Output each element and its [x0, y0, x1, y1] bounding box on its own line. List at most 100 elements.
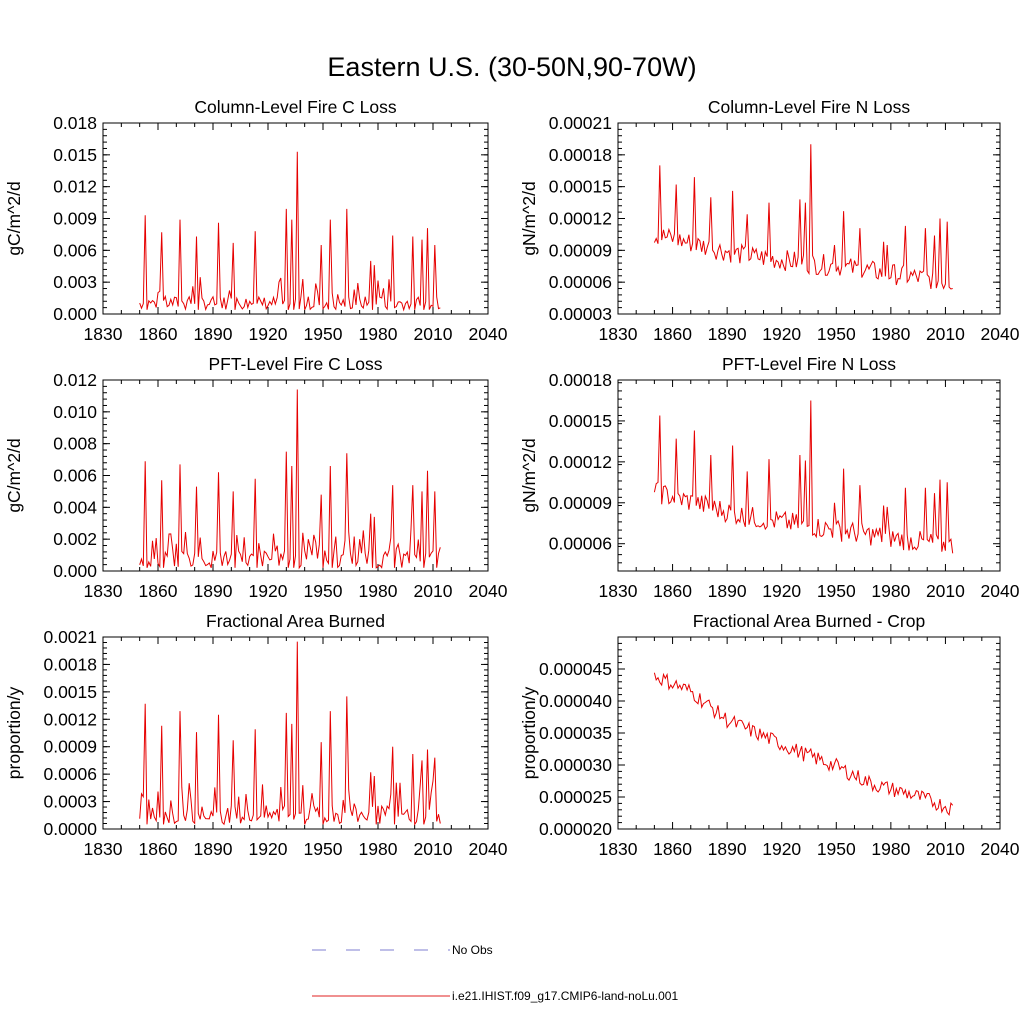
y-tick-label: 0.0015 — [43, 682, 97, 702]
x-tick-label: 2040 — [469, 839, 508, 859]
x-tick-label: 1860 — [653, 581, 692, 601]
legend: No Obs i.e21.IHIST.f09_g17.CMIP6-land-no… — [312, 943, 678, 1003]
x-tick-label: 2010 — [926, 324, 965, 344]
y-tick-label: 0.00012 — [549, 209, 612, 229]
x-tick-label: 1860 — [139, 839, 178, 859]
y-tick-label: 0.018 — [53, 113, 97, 133]
y-tick-label: 0.000045 — [539, 659, 612, 679]
x-tick-label: 1920 — [249, 324, 288, 344]
y-axis-label: gC/m^2/d — [4, 438, 24, 512]
y-tick-label: 0.000030 — [539, 755, 612, 775]
x-tick-label: 2010 — [414, 581, 453, 601]
x-tick-label: 1830 — [84, 581, 123, 601]
x-tick-label: 2010 — [926, 581, 965, 601]
y-tick-label: 0.012 — [53, 177, 97, 197]
x-tick-label: 1980 — [871, 324, 910, 344]
y-tick-label: 0.00009 — [549, 240, 612, 260]
x-tick-label: 1980 — [359, 324, 398, 344]
panel-2: Column-Level Fire N Loss gN/m^2/d 1830 1860… — [519, 97, 1020, 344]
panel-title: Column-Level Fire C Loss — [194, 97, 397, 117]
x-tick-label: 1920 — [762, 581, 801, 601]
panel-3: PFT-Level Fire C Loss gC/m^2/d 1830 1860 189… — [4, 354, 508, 601]
x-tick-label: 1890 — [708, 581, 747, 601]
y-tick-label: 0.000035 — [539, 723, 612, 743]
y-tick-label: 0.010 — [53, 402, 97, 422]
x-tick-label: 1980 — [359, 581, 398, 601]
x-tick-label: 1890 — [194, 839, 233, 859]
x-tick-label: 1920 — [249, 581, 288, 601]
y-tick-label: 0.00021 — [549, 113, 612, 133]
y-tick-label: 0.000040 — [539, 691, 612, 711]
x-tick-label: 2010 — [414, 324, 453, 344]
y-tick-label: 0.0003 — [43, 792, 97, 812]
y-tick-label: 0.000 — [53, 304, 97, 324]
figure-title: Eastern U.S. (30-50N,90-70W) — [327, 52, 696, 82]
x-tick-label: 1890 — [708, 324, 747, 344]
y-tick-label: 0.0006 — [43, 764, 97, 784]
plot-frame — [617, 379, 1001, 572]
panels: Column-Level Fire C Loss gC/m^2/d 1830 1860… — [4, 97, 1020, 859]
x-tick-label: 1830 — [599, 581, 638, 601]
x-tick-label: 1920 — [762, 324, 801, 344]
y-tick-label: 0.0000 — [43, 819, 97, 839]
y-axis-label: gN/m^2/d — [519, 181, 539, 255]
x-tick-label: 2010 — [414, 839, 453, 859]
x-tick-label: 1890 — [194, 581, 233, 601]
x-tick-label: 1830 — [599, 324, 638, 344]
x-tick-label: 1860 — [139, 581, 178, 601]
plot-frame — [102, 636, 489, 830]
y-tick-label: 0.015 — [53, 145, 97, 165]
x-tick-label: 1860 — [653, 324, 692, 344]
y-tick-label: 0.012 — [53, 370, 97, 390]
x-tick-label: 2040 — [981, 324, 1020, 344]
legend-label-model: i.e21.IHIST.f09_g17.CMIP6-land-noLu.001 — [452, 989, 678, 1003]
y-tick-label: 0.008 — [53, 434, 97, 454]
y-axis-label: proportion/y — [519, 687, 539, 780]
y-tick-label: 0.002 — [53, 529, 97, 549]
y-tick-label: 0.006 — [53, 240, 97, 260]
series-line — [653, 672, 954, 817]
y-tick-label: 0.00006 — [549, 272, 612, 292]
y-axis-label: gC/m^2/d — [4, 181, 24, 255]
x-tick-label: 1950 — [817, 581, 856, 601]
series-line — [653, 400, 954, 554]
y-axis-label: proportion/y — [4, 687, 24, 780]
x-tick-label: 1980 — [871, 581, 910, 601]
x-tick-label: 1980 — [871, 839, 910, 859]
y-tick-label: 0.0009 — [43, 737, 97, 757]
x-tick-label: 2040 — [981, 581, 1020, 601]
panel-title: Fractional Area Burned - Crop — [693, 611, 925, 631]
x-tick-label: 1950 — [817, 839, 856, 859]
series-line — [139, 641, 441, 827]
y-tick-label: 0.0018 — [43, 654, 97, 674]
y-tick-label: 0.00012 — [549, 452, 612, 472]
x-tick-label: 1920 — [762, 839, 801, 859]
x-tick-label: 1830 — [84, 839, 123, 859]
series-line — [139, 151, 441, 312]
y-tick-label: 0.00006 — [549, 534, 612, 554]
x-tick-label: 1860 — [139, 324, 178, 344]
x-tick-label: 1950 — [304, 581, 343, 601]
y-axis-label: gN/m^2/d — [519, 438, 539, 512]
panel-4: PFT-Level Fire N Loss gN/m^2/d 1830 1860 189… — [519, 354, 1020, 601]
panel-1: Column-Level Fire C Loss gC/m^2/d 1830 1860… — [4, 97, 508, 344]
x-tick-label: 1830 — [84, 324, 123, 344]
panel-title: PFT-Level Fire N Loss — [722, 354, 896, 374]
y-tick-label: 0.000020 — [539, 819, 612, 839]
y-tick-label: 0.009 — [53, 209, 97, 229]
y-tick-label: 0.003 — [53, 272, 97, 292]
y-tick-label: 0.00003 — [549, 304, 612, 324]
y-tick-label: 0.00015 — [549, 177, 612, 197]
y-tick-label: 0.00009 — [549, 493, 612, 513]
legend-label-no-obs: No Obs — [452, 943, 493, 957]
y-tick-label: 0.00018 — [549, 145, 612, 165]
x-tick-label: 1890 — [708, 839, 747, 859]
y-tick-label: 0.0021 — [43, 627, 97, 647]
plot-frame — [617, 636, 1001, 830]
y-tick-label: 0.00015 — [549, 411, 612, 431]
panel-title: Column-Level Fire N Loss — [708, 97, 911, 117]
x-tick-label: 2010 — [926, 839, 965, 859]
y-tick-label: 0.004 — [53, 497, 97, 517]
panel-title: PFT-Level Fire C Loss — [208, 354, 382, 374]
